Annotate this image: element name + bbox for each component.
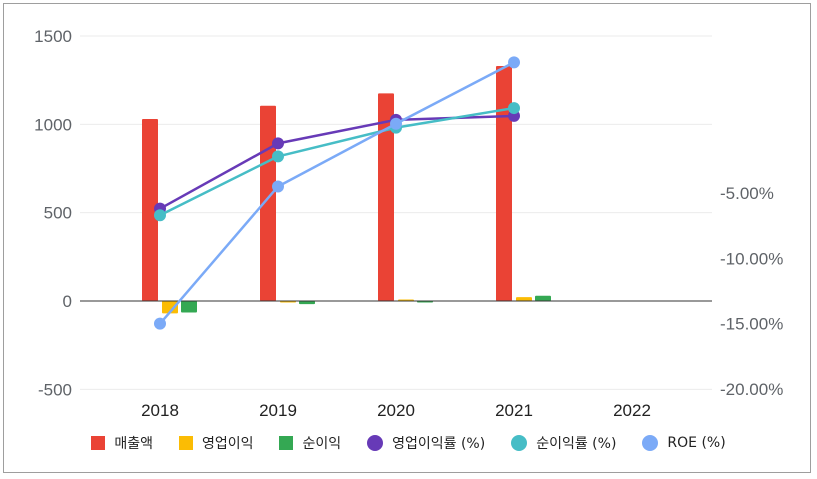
legend-item[interactable]: 영업이익률 (%) [367, 433, 485, 453]
point-2-3[interactable] [508, 56, 520, 69]
y-left-tick-label: 0 [63, 292, 72, 311]
legend-item[interactable]: ROE (%) [642, 435, 726, 451]
legend-swatch [91, 436, 106, 450]
point-1-3[interactable] [508, 102, 520, 115]
x-tick-label: 2018 [141, 401, 179, 420]
y-right-tick-label: -5.00% [720, 184, 774, 203]
point-2-1[interactable] [272, 180, 284, 193]
y-right-tick-label: -20.00% [720, 380, 783, 399]
legend-swatch [642, 435, 659, 451]
bar-2019-2[interactable] [299, 301, 315, 305]
legend-label: 순이익 [302, 436, 342, 452]
x-tick-label: 2021 [495, 401, 533, 420]
legend-swatch [367, 435, 384, 451]
point-2-0[interactable] [154, 317, 166, 330]
line-series-1 [159, 106, 515, 217]
point-1-0[interactable] [154, 209, 166, 222]
bar-2021-1[interactable] [516, 297, 532, 301]
chart-frame [3, 3, 811, 473]
bar-2021-2[interactable] [535, 295, 551, 301]
legend-swatch [178, 436, 193, 450]
legend-swatch [279, 436, 294, 450]
legend-label: 매출액 [114, 436, 153, 452]
y-left-tick-label: 500 [44, 204, 72, 223]
point-1-1[interactable] [272, 150, 284, 163]
bar-2019-0[interactable] [260, 105, 276, 302]
bar-2018-2[interactable] [181, 301, 197, 313]
point-2-2[interactable] [390, 117, 402, 130]
legend-item[interactable]: 매출액 [91, 433, 153, 453]
legend-label: 순이익률 (%) [536, 436, 617, 452]
legend: 매출액 영업이익 순이익 영업이익률 (%) 순이익률 (%) ROE (%) [0, 428, 817, 458]
legend-label: ROE (%) [667, 435, 726, 451]
line-series-0 [159, 114, 515, 210]
bar-2021-0[interactable] [496, 66, 512, 302]
y-left-tick-label: 1000 [34, 115, 72, 134]
legend-item[interactable]: 영업이익 [178, 433, 254, 453]
bar-2018-0[interactable] [142, 119, 158, 302]
y-right-tick-label: -15.00% [720, 315, 783, 334]
y-right-tick-label: -10.00% [720, 249, 783, 268]
x-tick-label: 2022 [613, 401, 651, 420]
y-left-tick-label: 1500 [34, 27, 72, 46]
bar-2018-1[interactable] [162, 301, 178, 314]
x-tick-label: 2020 [377, 401, 415, 420]
legend-item[interactable]: 순이익 [279, 433, 341, 453]
x-tick-label: 2019 [259, 401, 297, 420]
legend-swatch [511, 435, 528, 451]
y-left-tick-label: -500 [38, 380, 72, 399]
line-series-2 [159, 61, 515, 325]
bar-2020-0[interactable] [378, 93, 394, 302]
point-0-1[interactable] [272, 137, 284, 150]
legend-label: 영업이익률 (%) [392, 436, 486, 452]
legend-label: 영업이익 [201, 436, 254, 452]
legend-item[interactable]: 순이익률 (%) [511, 433, 616, 453]
